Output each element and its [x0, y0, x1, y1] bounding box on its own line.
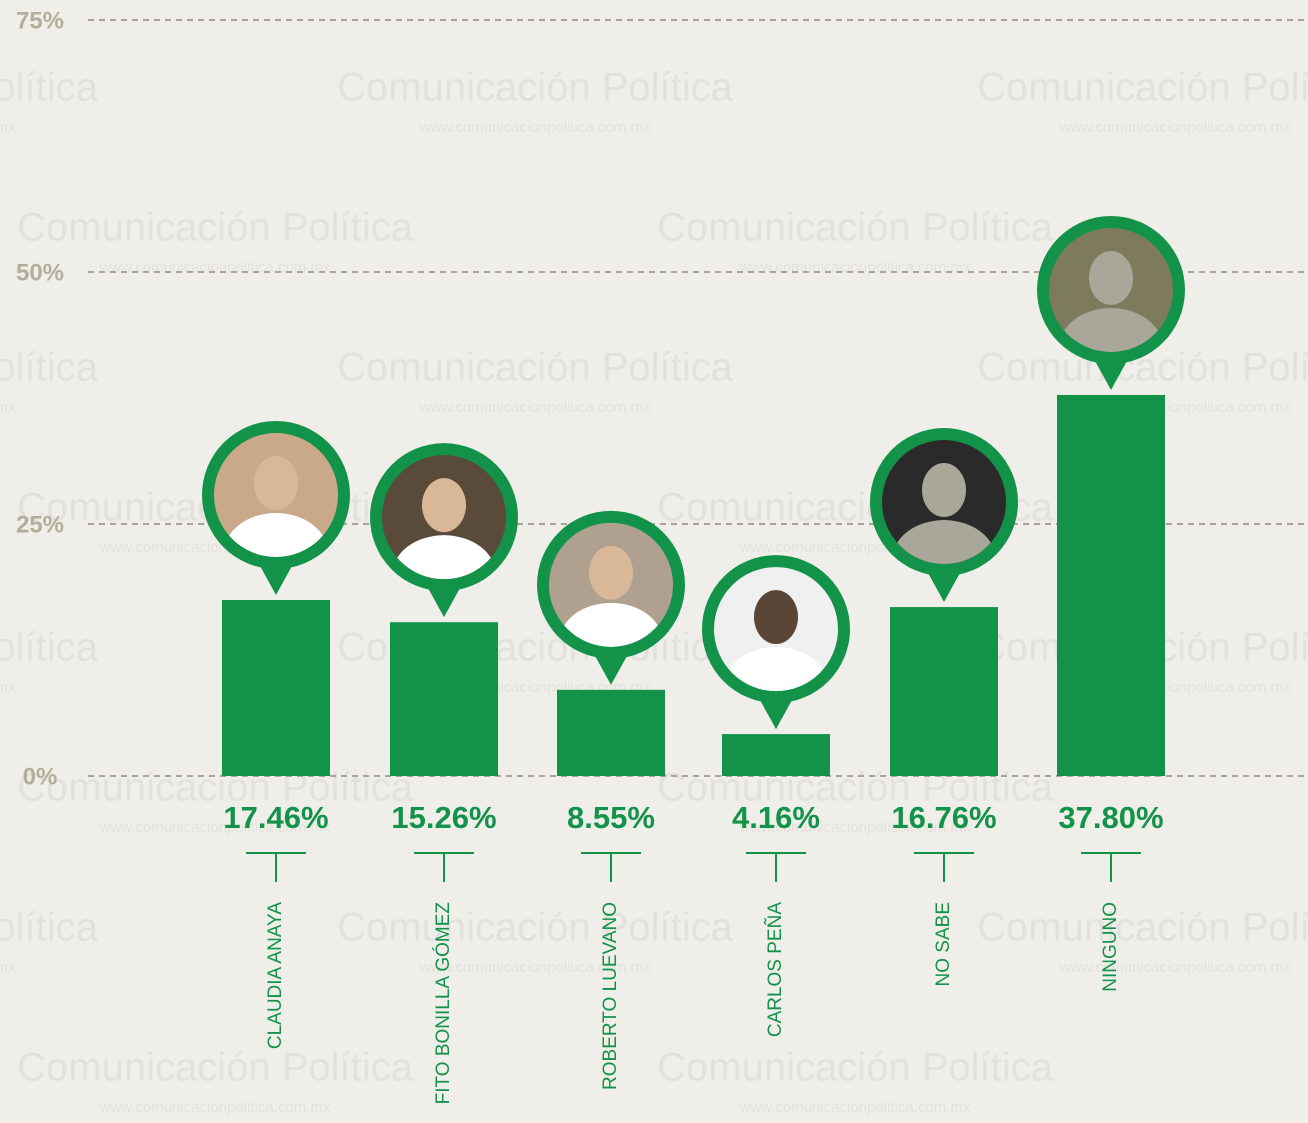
value-label: 15.26% — [391, 800, 496, 835]
x-tick-label: FITO BONILLA GÓMEZ — [432, 902, 454, 1105]
silhouette — [892, 463, 996, 565]
shoulders — [724, 647, 828, 692]
value-label: 8.55% — [567, 800, 655, 835]
watermark-url: www.comunicacionpolitica.com.mx — [739, 1099, 971, 1116]
x-tick-label: ROBERTO LUEVANO — [600, 902, 621, 1090]
bar — [222, 600, 330, 776]
photo-pin — [702, 555, 850, 730]
watermark-url: www.comunicacionpolitica.com.mx — [1059, 959, 1291, 976]
shoulders — [1059, 307, 1163, 352]
watermark-title: Comunicación Política — [0, 626, 99, 670]
watermark-title: Comunicación Política — [337, 66, 733, 110]
shoulders — [892, 520, 996, 565]
value-label: 16.76% — [891, 800, 996, 835]
photo-pin — [370, 443, 518, 618]
shoulders — [559, 602, 663, 647]
photo-pin — [1037, 215, 1185, 390]
watermark-url: www.comunicacionpolitica.com.mx — [99, 1099, 331, 1116]
head — [922, 463, 966, 518]
head — [1089, 250, 1133, 305]
head — [422, 478, 466, 533]
y-tick-label: 25% — [16, 511, 64, 538]
watermark-title: Comunicación Política — [17, 766, 413, 810]
x-tick-label: CARLOS PEÑA — [764, 902, 786, 1037]
watermark-title: Comunicación Política — [0, 906, 99, 950]
bar — [557, 689, 665, 776]
bar — [722, 734, 830, 776]
watermark-title: Comunicación Política — [977, 906, 1308, 950]
watermark-url: www.comunicacionpolitica.com.mx — [739, 259, 971, 276]
watermark-title: Comunicación Política — [337, 906, 733, 950]
watermark-title: Comunicación Política — [0, 66, 99, 110]
watermark-url: www.comunicacionpolitica.com.mx — [0, 959, 16, 976]
value-label: 4.16% — [732, 800, 820, 835]
silhouette — [224, 456, 328, 558]
watermark-url: www.comunicacionpolitica.com.mx — [419, 119, 651, 136]
watermark-title: Comunicación Política — [17, 206, 413, 250]
photo-pin — [870, 428, 1018, 603]
watermark-title: Comunicación Política — [0, 346, 99, 390]
value-label: 17.46% — [223, 800, 328, 835]
watermark-url: www.comunicacionpolitica.com.mx — [0, 119, 16, 136]
y-tick-label: 75% — [16, 7, 64, 34]
watermark-title: Comunicación Política — [17, 1046, 413, 1090]
x-tick-label: NINGUNO — [1100, 902, 1121, 992]
bar — [390, 622, 498, 776]
silhouette — [1059, 250, 1163, 352]
watermark-url: www.comunicacionpolitica.com.mx — [1059, 119, 1291, 136]
silhouette — [392, 478, 496, 580]
shoulders — [224, 513, 328, 558]
watermark-url: www.comunicacionpolitica.com.mx — [99, 819, 331, 836]
watermark-url: www.comunicacionpolitica.com.mx — [739, 819, 971, 836]
head — [754, 590, 798, 645]
head — [254, 456, 298, 511]
bar — [1057, 394, 1165, 776]
watermark-url: www.comunicacionpolitica.com.mx — [0, 399, 16, 416]
silhouette — [724, 590, 828, 692]
marks: 17.46% CLAUDIA ANAYA 15.26% FITO BONILLA GÓ… — [202, 215, 1185, 1105]
watermark-title: Comunicación Política — [657, 1046, 1053, 1090]
y-tick-label: 0% — [23, 763, 58, 790]
x-tick-label: NO SABE — [933, 902, 954, 986]
value-label: 37.80% — [1058, 800, 1163, 835]
watermark-title: Comunicación Política — [977, 66, 1308, 110]
watermark-url: www.comunicacionpolitica.com.mx — [419, 399, 651, 416]
x-tick-label: CLAUDIA ANAYA — [265, 902, 286, 1049]
watermark-url: www.comunicacionpolitica.com.mx — [99, 259, 331, 276]
head — [589, 545, 633, 600]
watermark-url: www.comunicacionpolitica.com.mx — [0, 679, 16, 696]
photo-pin — [537, 510, 685, 685]
shoulders — [392, 535, 496, 580]
y-tick-label: 50% — [16, 259, 64, 286]
silhouette — [559, 545, 663, 647]
watermark-url: www.comunicacionpolitica.com.mx — [419, 959, 651, 976]
watermark-title: Comunicación Política — [657, 206, 1053, 250]
watermark-title: Comunicación Política — [337, 346, 733, 390]
photo-pin — [202, 421, 350, 596]
bar — [890, 607, 998, 776]
